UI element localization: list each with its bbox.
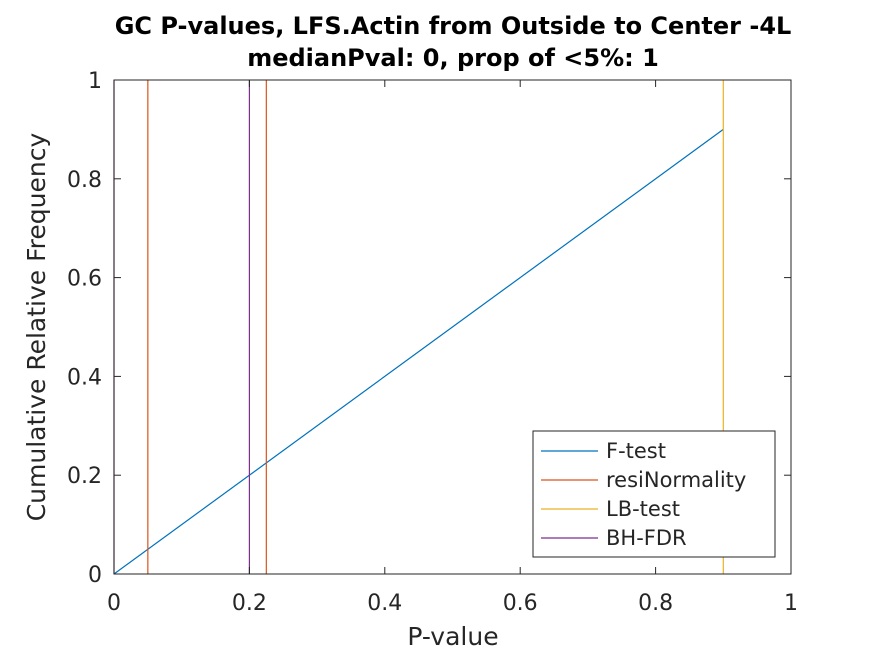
legend-label-resinormality: resiNormality bbox=[606, 468, 746, 492]
legend-label-f-test: F-test bbox=[606, 439, 666, 463]
y-axis-label: Cumulative Relative Frequency bbox=[22, 133, 51, 522]
chart-title-line-2: medianPval: 0, prop of <5%: 1 bbox=[247, 44, 659, 72]
plot-area: 0 0.2 0.4 0.6 0.8 1 0 0.2 0.4 0.6 0.8 1 bbox=[67, 69, 798, 616]
legend-entries: F-test resiNormality LB-test BH-FDR bbox=[541, 439, 746, 550]
chart-title-line-1: GC P-values, LFS.Actin from Outside to C… bbox=[115, 12, 792, 40]
y-tick-label: 0.8 bbox=[67, 168, 102, 193]
x-axis-label: P-value bbox=[407, 622, 498, 651]
series-f-test-line bbox=[113, 128, 724, 575]
legend-box bbox=[532, 430, 776, 558]
y-tick-label: 0.2 bbox=[67, 464, 102, 489]
legend-label-bh-fdr: BH-FDR bbox=[606, 526, 687, 550]
x-tick-label: 0.4 bbox=[367, 591, 402, 616]
y-tick-label: 0 bbox=[88, 563, 102, 588]
plot-frame bbox=[113, 79, 792, 575]
legend-label-lb-test: LB-test bbox=[606, 497, 680, 521]
legend: F-test resiNormality LB-test BH-FDR bbox=[532, 430, 776, 558]
x-tick-label: 0.6 bbox=[503, 591, 538, 616]
x-tick-label: 0.8 bbox=[638, 591, 673, 616]
y-tick-label: 0.6 bbox=[67, 267, 102, 292]
y-tick-label: 1 bbox=[88, 69, 102, 94]
x-tick-label: 1 bbox=[784, 591, 798, 616]
y-tick-label: 0.4 bbox=[67, 365, 102, 390]
tick-layer: 0 0.2 0.4 0.6 0.8 1 0 0.2 0.4 0.6 0.8 1 bbox=[67, 69, 798, 616]
x-tick-label: 0 bbox=[107, 591, 121, 616]
x-tick-label: 0.2 bbox=[232, 591, 267, 616]
